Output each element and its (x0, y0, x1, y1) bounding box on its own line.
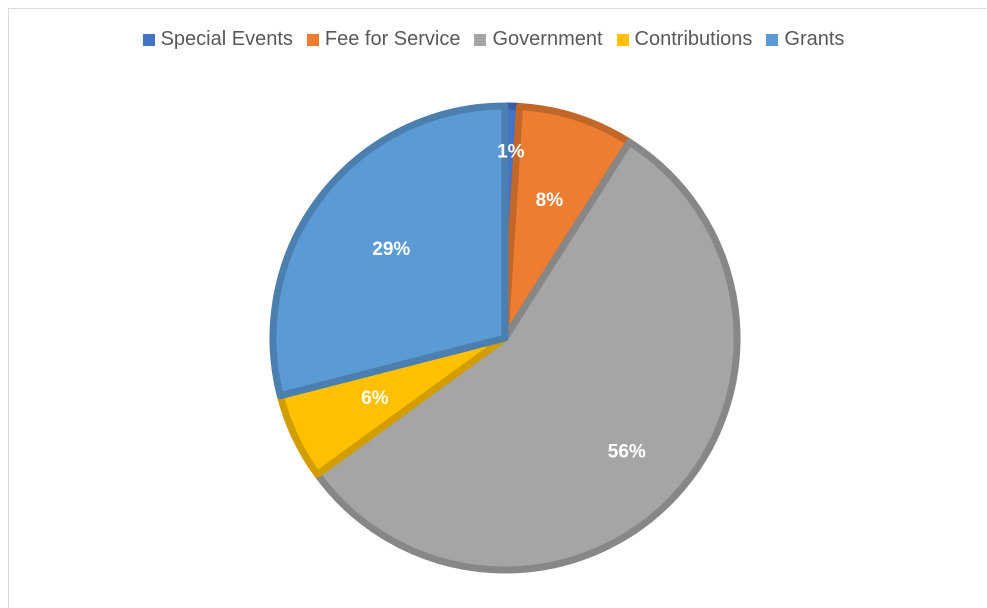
chart-legend: Special Events Fee for Service Governmen… (0, 28, 987, 51)
legend-item-fee-for-service: Fee for Service (306, 28, 461, 51)
data-label-government: 56% (608, 441, 646, 462)
data-label-special-events: 1% (497, 142, 525, 163)
data-label-contributions: 6% (361, 388, 389, 409)
pie-slice-fee-for-service (501, 102, 633, 342)
pie-slices (269, 102, 741, 574)
legend-item-grants: Grants (766, 28, 844, 51)
legend-label-special-events: Special Events (160, 28, 293, 50)
legend-swatch-contributions (616, 33, 629, 46)
legend-swatch-grants (766, 33, 779, 46)
legend-label-grants: Grants (784, 28, 845, 50)
legend-item-special-events: Special Events (142, 28, 293, 51)
legend-swatch-fee-for-service (306, 33, 319, 46)
legend-swatch-government (474, 33, 487, 46)
data-label-fee-for-service: 8% (536, 190, 564, 211)
legend-label-government: Government (492, 28, 603, 50)
pie-data-labels: 1% 8% 56% 6% 29% (361, 142, 646, 463)
pie-slice-government (313, 138, 741, 574)
pie-slice-grants (269, 102, 509, 400)
legend-label-contributions: Contributions (634, 28, 753, 50)
legend-item-contributions: Contributions (616, 28, 753, 51)
legend-label-fee-for-service: Fee for Service (324, 28, 461, 50)
legend-item-government: Government (474, 28, 603, 51)
legend-swatch-special-events (142, 33, 155, 46)
data-label-grants: 29% (372, 239, 410, 260)
